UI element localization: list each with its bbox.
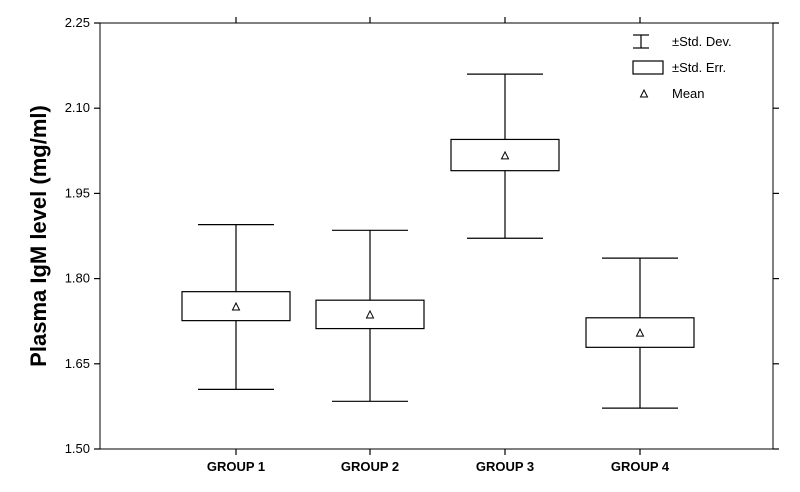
- legend-label-std-err: ±Std. Err.: [672, 60, 726, 75]
- plot-frame: [99, 22, 774, 450]
- y-tick-label: 1.95: [65, 185, 90, 200]
- box-group: [315, 229, 425, 402]
- mean-marker: [231, 301, 241, 311]
- mean-marker: [635, 328, 645, 337]
- y-axis-title: Plasma IgM level (mg/ml): [26, 105, 51, 367]
- box-group: [585, 257, 695, 409]
- x-axis: GROUP 1 GROUP 2 GROUP 3 GROUP 4: [207, 17, 670, 474]
- legend-item-mean: Mean: [639, 86, 705, 101]
- x-tick-label: GROUP 2: [341, 459, 399, 474]
- box-group: [181, 224, 291, 390]
- mean-marker: [500, 150, 510, 160]
- y-tick-label: 1.80: [65, 271, 90, 286]
- x-tick-label: GROUP 3: [476, 459, 534, 474]
- legend-item-std-dev: ±Std. Dev.: [633, 34, 732, 49]
- legend-label-std-dev: ±Std. Dev.: [672, 34, 732, 49]
- y-axis: 1.50 1.65 1.80 1.95 2.10 2.25: [65, 15, 779, 456]
- y-tick-label: 2.10: [65, 100, 90, 115]
- y-tick-label: 2.25: [65, 15, 90, 30]
- x-tick-label: GROUP 4: [611, 459, 670, 474]
- y-tick-label: 1.50: [65, 441, 90, 456]
- legend-label-mean: Mean: [672, 86, 705, 101]
- x-tick-label: GROUP 1: [207, 459, 265, 474]
- mean-marker: [365, 309, 375, 319]
- legend: ±Std. Dev. ±Std. Err. Mean: [632, 34, 732, 101]
- se-box: [585, 317, 695, 348]
- legend-item-std-err: ±Std. Err.: [632, 60, 726, 75]
- y-tick-label: 1.65: [65, 356, 90, 371]
- box-series: [181, 73, 695, 409]
- box-group: [450, 73, 560, 239]
